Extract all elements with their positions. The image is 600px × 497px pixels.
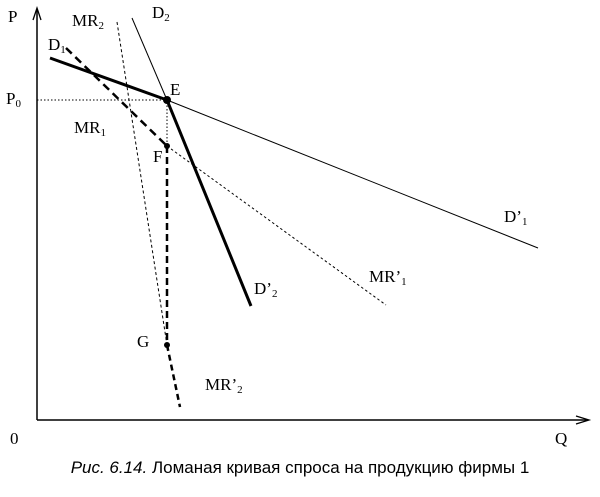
mr2-prime-label: MR’2 xyxy=(205,375,243,396)
point-e-label: E xyxy=(170,80,180,99)
d1-label: D1 xyxy=(48,35,66,56)
point-g xyxy=(164,342,170,348)
figure-caption: Рис. 6.14. Ломаная кривая спроса на прод… xyxy=(0,458,600,478)
y-axis-label: P xyxy=(8,7,17,26)
y-axis-arrow-icon xyxy=(32,5,42,21)
point-e xyxy=(163,96,171,104)
point-f xyxy=(164,143,170,149)
mr1-prime-line xyxy=(166,145,387,306)
kinked-demand-curve xyxy=(49,56,253,307)
x-axis-label: Q xyxy=(555,429,567,448)
d2-prime-label: D’2 xyxy=(254,279,277,300)
d1-prime-label: D’1 xyxy=(504,207,527,228)
x-axis-arrow-icon xyxy=(575,415,592,425)
d2-label: D2 xyxy=(152,3,170,24)
figure-caption-text: Ломаная кривая спроса на продукцию фирмы… xyxy=(147,458,530,477)
point-g-label: G xyxy=(137,332,149,351)
mr1-prime-label: MR’1 xyxy=(369,267,407,288)
mr1-line xyxy=(65,47,168,147)
p0-label: P0 xyxy=(6,89,21,110)
figure-number: Рис. 6.14. xyxy=(70,458,148,477)
d1-prime-thin-line xyxy=(166,99,539,249)
mr2-label: MR2 xyxy=(72,11,104,32)
mr1-label: MR1 xyxy=(74,118,106,139)
d2-thin-line xyxy=(131,17,168,101)
mr2-prime-line xyxy=(165,344,182,408)
point-f-label: F xyxy=(153,147,162,166)
mr2-line xyxy=(116,21,168,346)
origin-label: 0 xyxy=(10,429,19,448)
